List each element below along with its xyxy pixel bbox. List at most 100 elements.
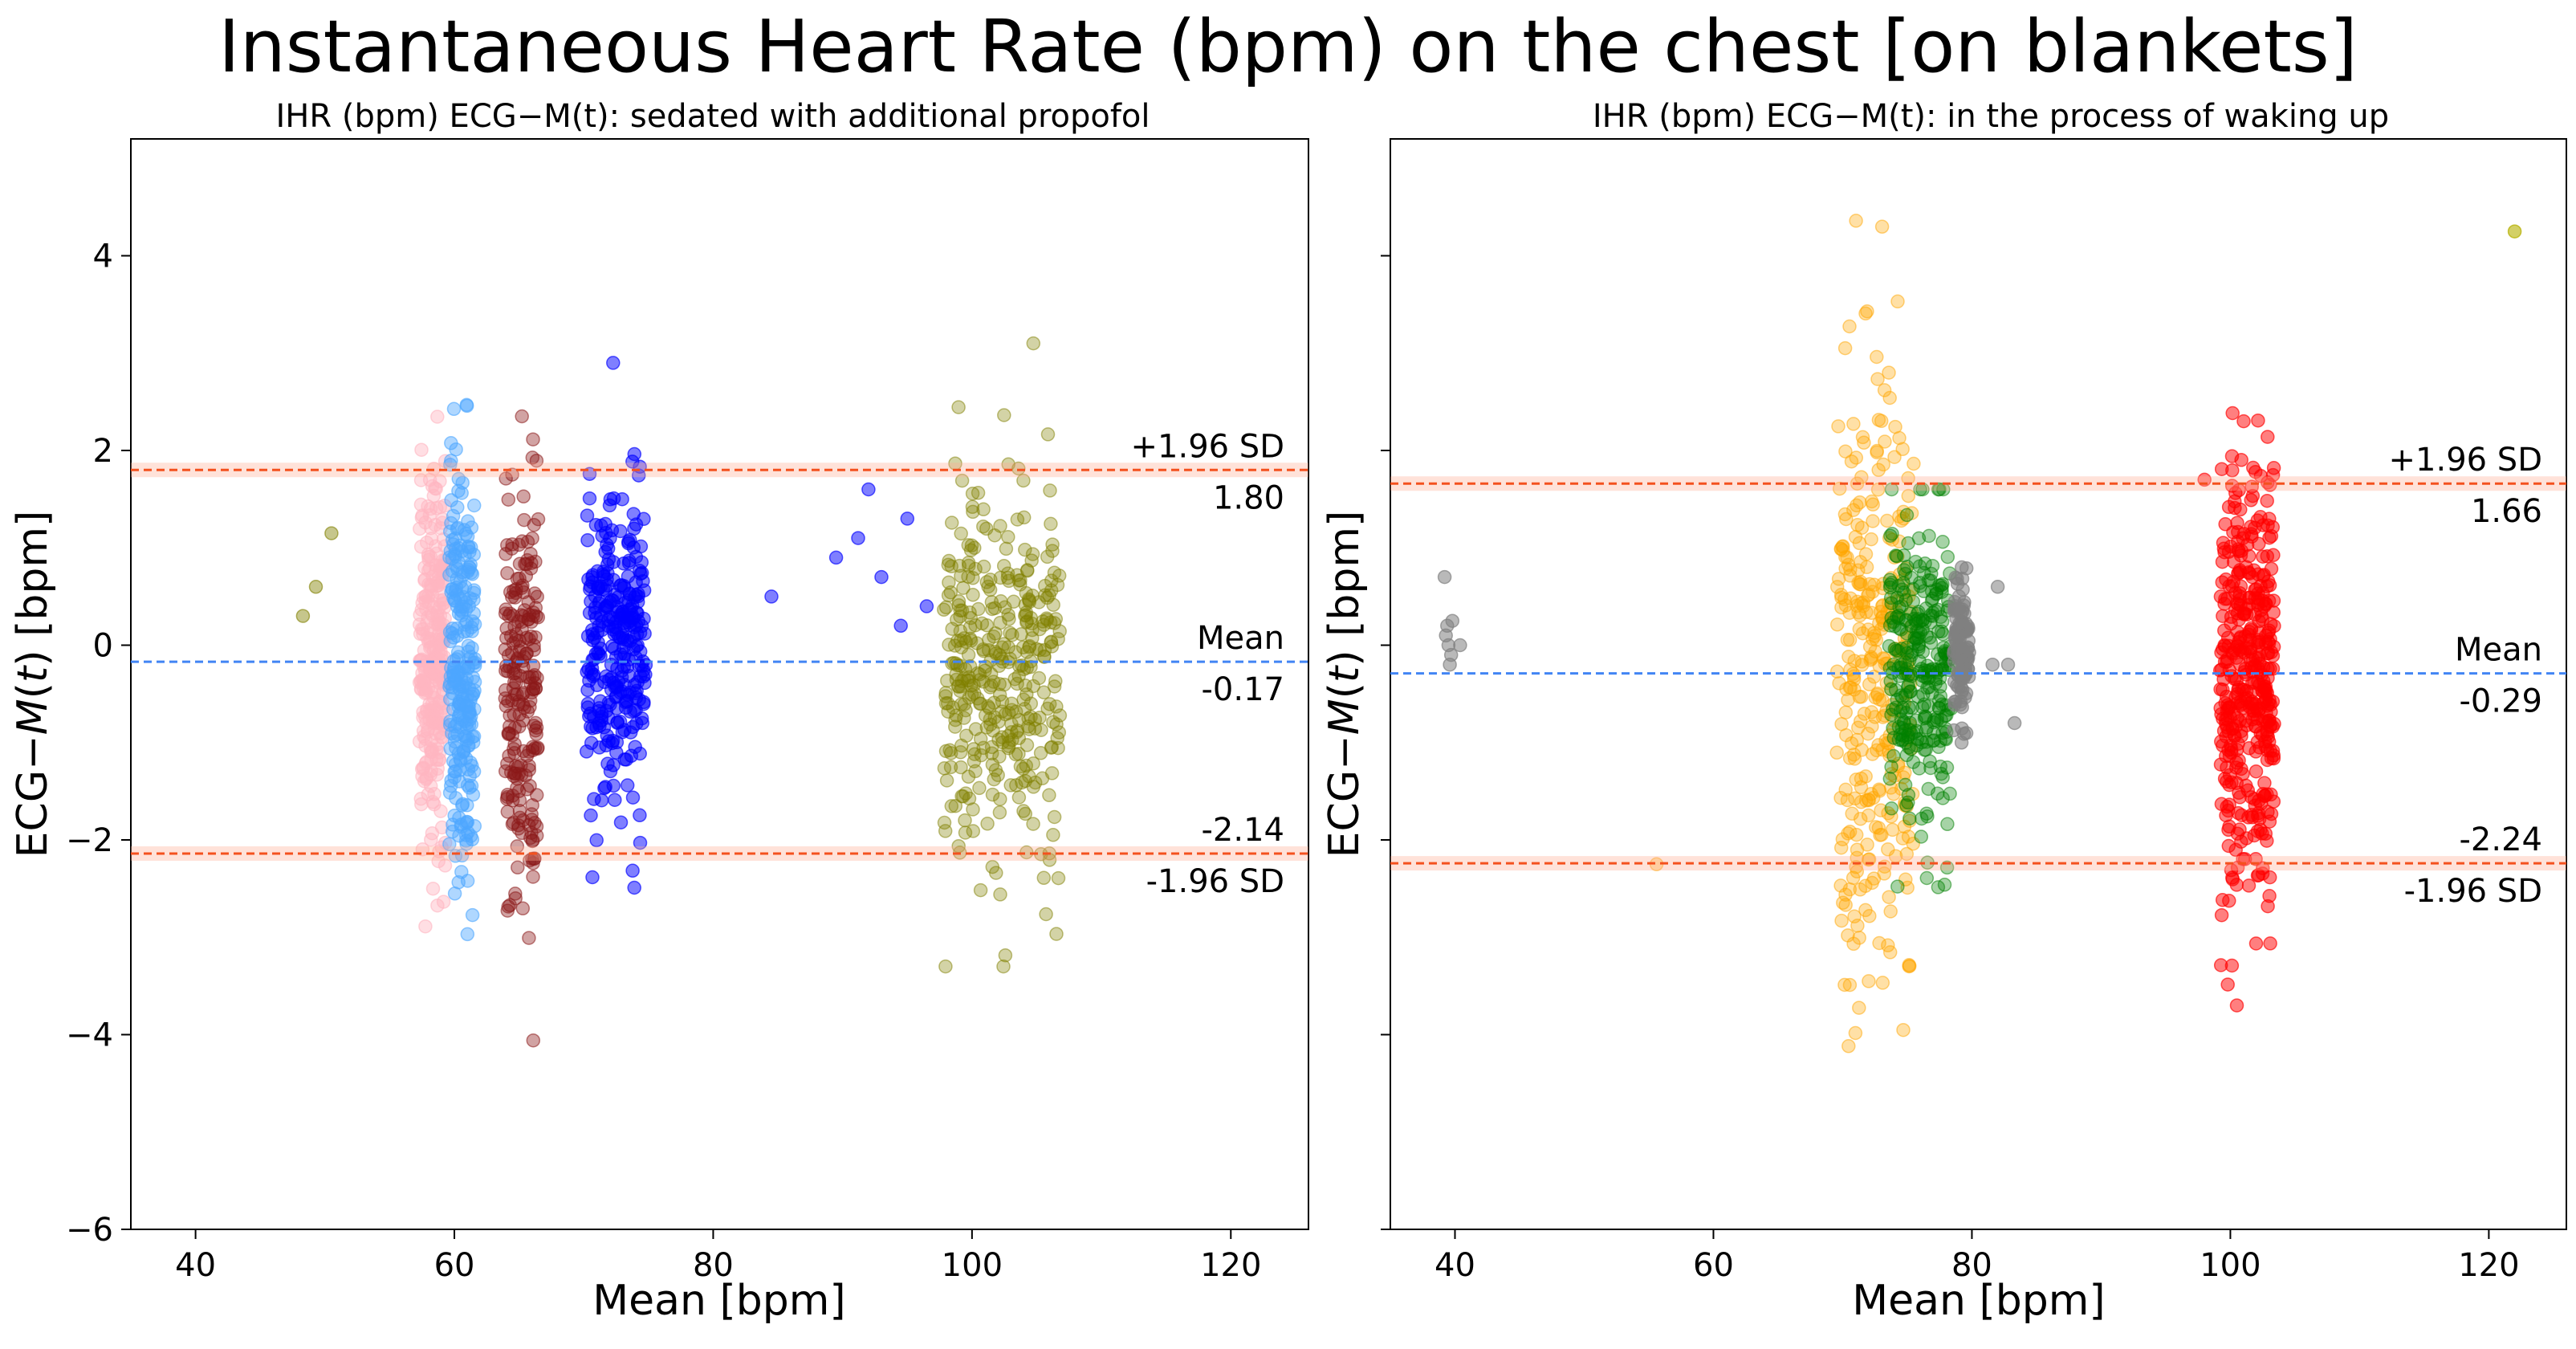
right-scatter-point (2241, 878, 2257, 893)
right-scatter-point (2266, 548, 2281, 563)
left-scatter-point (433, 804, 448, 818)
right-scatter-point (2250, 513, 2265, 528)
right-scatter-point (2216, 683, 2230, 697)
left-scatter-point (417, 572, 432, 587)
left-scatter-point (999, 541, 1014, 556)
left-scatter-point (504, 646, 519, 660)
left-scatter-point (589, 833, 604, 848)
right-scatter-point (2224, 539, 2238, 554)
left-scatter-point (1036, 685, 1052, 700)
right-scatter-point (1901, 795, 1915, 810)
right-scatter-point (2262, 530, 2277, 545)
left-scatter-point (584, 808, 598, 823)
right-mean-label-top: Mean (2455, 632, 2542, 669)
left-scatter-point (466, 764, 482, 779)
right-scatter-point (2236, 531, 2250, 545)
left-scatter-point (1005, 627, 1019, 642)
figure-title: Instantaneous Heart Rate (bpm) on the ch… (218, 5, 2358, 89)
right-mean-label-bottom: -0.29 (2460, 683, 2543, 720)
right-scatter-point (2233, 548, 2248, 563)
left-scatter-point (515, 534, 530, 548)
right-scatter-point (1923, 608, 1938, 623)
left-scatter-point (430, 898, 445, 913)
left-y-tick-label: 2 (93, 433, 113, 470)
left-scatter-point (500, 566, 515, 581)
right-scatter-point (2225, 406, 2240, 421)
left-scatter-point (584, 623, 600, 638)
right-scatter-point (1841, 692, 1855, 707)
right-scatter-point (2232, 657, 2248, 672)
left-plot-frame (130, 138, 1309, 1230)
right-scatter-point (1849, 214, 1863, 228)
right-scatter-point (1852, 1001, 1866, 1015)
right-scatter-point (2251, 413, 2265, 428)
left-scatter-point (937, 602, 951, 617)
left-y-tick-label: 0 (93, 628, 113, 665)
left-scatter-point (414, 602, 429, 617)
right-scatter-point (1437, 569, 1452, 585)
right-x-tick-label: 40 (1435, 1247, 1475, 1284)
left-scatter-point (507, 766, 522, 781)
left-scatter-point (954, 569, 968, 583)
right-scatter-point (1866, 497, 1880, 512)
right-scatter-point (1934, 624, 1949, 639)
left-scatter-point (1003, 626, 1017, 640)
left-scatter-point (462, 560, 477, 574)
right-scatter-point (1862, 974, 1876, 988)
left-scatter-point (996, 959, 1011, 974)
right-scatter-point (1874, 219, 1890, 234)
left-scatter-point (585, 870, 600, 885)
right-scatter-point (2224, 958, 2240, 973)
left-scatter-point (465, 832, 480, 847)
right-scatter-point (1955, 604, 1970, 619)
left-scatter-point (980, 817, 995, 831)
right-scatter-point (1898, 706, 1914, 720)
left-scatter-point (1042, 788, 1056, 803)
left-scatter-point (962, 558, 976, 573)
right-scatter-point (1844, 454, 1859, 469)
left-scatter-point (1018, 597, 1033, 612)
right-scatter-point (1842, 977, 1858, 992)
left-scatter-point (1033, 746, 1048, 760)
right-scatter-point (1901, 488, 1916, 503)
left-scatter-point (520, 535, 535, 549)
left-scatter-point (431, 578, 446, 593)
left-scatter-point (511, 817, 526, 833)
right-scatter-point (1831, 419, 1846, 434)
left-scatter-point (606, 356, 621, 370)
left-scatter-point (499, 547, 513, 561)
right-scatter-point (2507, 224, 2522, 238)
left-scatter-point (976, 502, 991, 517)
right-scatter-point (2254, 667, 2269, 683)
right-scatter-point (1954, 679, 1968, 695)
left-scatter-point (516, 489, 531, 504)
right-scatter-point (2222, 819, 2236, 834)
left-scatter-point (958, 634, 974, 650)
right-y-axis-label: ECG−M(t) [bpm] (1321, 511, 1369, 858)
left-scatter-point (593, 641, 608, 656)
left-scatter-point (417, 643, 432, 658)
left-scatter-point (437, 858, 453, 873)
left-scatter-point (448, 757, 463, 772)
right-scatter-point (2252, 634, 2267, 650)
right-scatter-point (2258, 826, 2273, 841)
right-scatter-point (1837, 340, 1853, 356)
right-scatter-point (2234, 808, 2249, 822)
right-scatter-point (1892, 669, 1907, 683)
left-scatter-point (445, 532, 460, 548)
left-scatter-point (414, 797, 429, 812)
left-scatter-point (501, 492, 516, 507)
left-axis-ticks: 40 60 80 100 120 −6 −4 −2 0 2 4 (66, 238, 1261, 1285)
right-scatter-point (1439, 628, 1453, 643)
left-scatter-point (515, 901, 531, 916)
left-scatter-point (416, 627, 430, 642)
right-scatter-point (1985, 657, 2000, 672)
right-scatter-point (2219, 716, 2233, 732)
left-scatter-point (971, 486, 986, 500)
left-scatter-point (993, 792, 1007, 806)
right-scatter-point (1914, 829, 1929, 844)
right-scatter-point (1848, 791, 1862, 806)
left-scatter-point (584, 719, 598, 734)
left-scatter-point (426, 461, 442, 476)
